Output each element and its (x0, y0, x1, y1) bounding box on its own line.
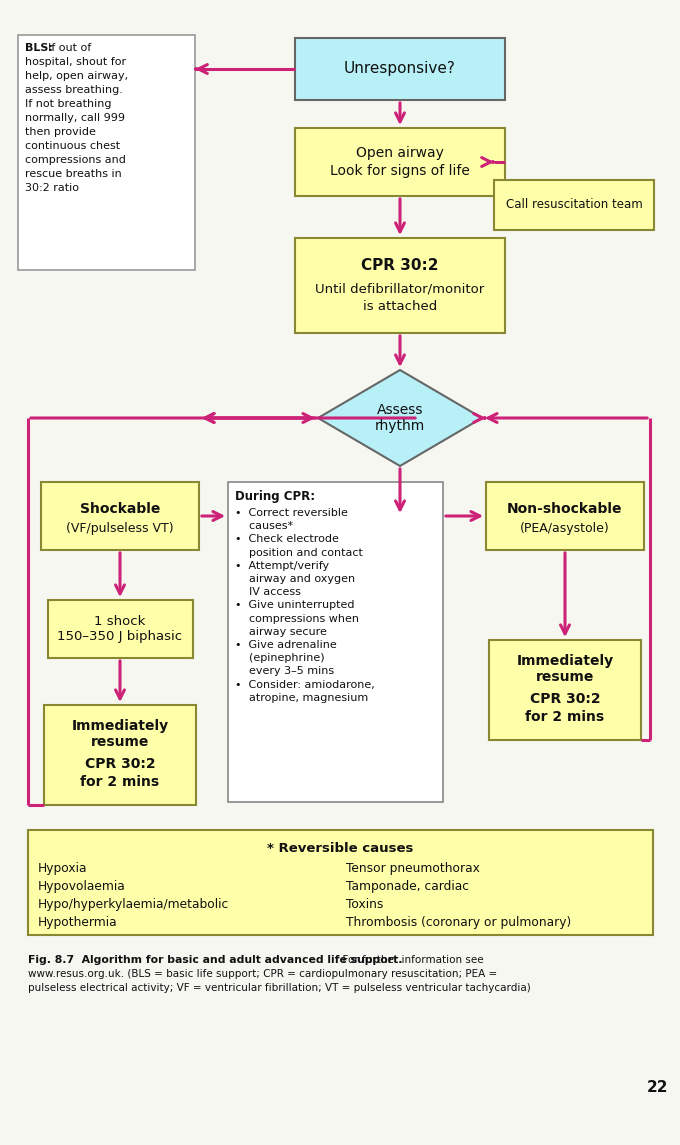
Text: Open airway: Open airway (356, 147, 444, 160)
Text: hospital, shout for: hospital, shout for (25, 57, 126, 68)
Polygon shape (318, 370, 482, 466)
Text: * Reversible causes: * Reversible causes (267, 842, 413, 855)
Text: If not breathing: If not breathing (25, 98, 112, 109)
Text: resume: resume (91, 735, 149, 749)
FancyBboxPatch shape (28, 830, 653, 935)
Text: assess breathing.: assess breathing. (25, 85, 123, 95)
Text: Until defibrillator/monitor: Until defibrillator/monitor (316, 282, 485, 295)
FancyBboxPatch shape (489, 640, 641, 740)
Text: If out of: If out of (48, 44, 91, 53)
Text: (VF/pulseless VT): (VF/pulseless VT) (66, 522, 174, 535)
FancyBboxPatch shape (228, 482, 443, 802)
Text: Shockable: Shockable (80, 502, 160, 516)
Text: Call resuscitation team: Call resuscitation team (506, 198, 643, 212)
Text: •  Correct reversible
    causes*
•  Check electrode
    position and contact
• : • Correct reversible causes* • Check ele… (235, 508, 375, 703)
FancyBboxPatch shape (18, 35, 195, 270)
Text: For further information see: For further information see (336, 955, 483, 965)
Text: BLS:: BLS: (25, 44, 53, 53)
Text: Fig. 8.7  Algorithm for basic and adult advanced life support.: Fig. 8.7 Algorithm for basic and adult a… (28, 955, 403, 965)
Text: rescue breaths in: rescue breaths in (25, 169, 122, 179)
Text: (PEA/asystole): (PEA/asystole) (520, 522, 610, 535)
Text: for 2 mins: for 2 mins (80, 775, 160, 789)
Text: Tensor pneumothorax
Tamponade, cardiac
Toxins
Thrombosis (coronary or pulmonary): Tensor pneumothorax Tamponade, cardiac T… (346, 862, 571, 929)
FancyBboxPatch shape (295, 128, 505, 196)
Text: normally, call 999: normally, call 999 (25, 113, 125, 123)
Text: for 2 mins: for 2 mins (526, 710, 605, 724)
Text: Look for signs of life: Look for signs of life (330, 164, 470, 177)
Text: then provide: then provide (25, 127, 96, 137)
Text: compressions and: compressions and (25, 155, 126, 165)
FancyBboxPatch shape (295, 238, 505, 333)
Text: Non-shockable: Non-shockable (507, 502, 623, 516)
FancyBboxPatch shape (41, 482, 199, 550)
Text: resume: resume (536, 670, 594, 684)
Text: Immediately: Immediately (71, 719, 169, 733)
Text: help, open airway,: help, open airway, (25, 71, 128, 81)
FancyBboxPatch shape (295, 38, 505, 100)
Text: During CPR:: During CPR: (235, 490, 315, 503)
Text: CPR 30:2: CPR 30:2 (361, 258, 439, 273)
Text: Immediately: Immediately (516, 654, 613, 668)
Text: CPR 30:2: CPR 30:2 (85, 757, 155, 771)
FancyBboxPatch shape (44, 705, 196, 805)
Text: continuous chest: continuous chest (25, 141, 120, 151)
Text: 30:2 ratio: 30:2 ratio (25, 183, 79, 194)
Text: Hypoxia
Hypovolaemia
Hypo/hyperkylaemia/metabolic
Hypothermia: Hypoxia Hypovolaemia Hypo/hyperkylaemia/… (38, 862, 229, 929)
Text: Assess
rhythm: Assess rhythm (375, 403, 425, 433)
Text: 22: 22 (647, 1080, 668, 1095)
Text: www.resus.org.uk. (BLS = basic life support; CPR = cardiopulmonary resuscitation: www.resus.org.uk. (BLS = basic life supp… (28, 969, 497, 979)
Text: CPR 30:2: CPR 30:2 (530, 692, 600, 706)
FancyBboxPatch shape (48, 600, 193, 658)
FancyBboxPatch shape (486, 482, 644, 550)
Text: pulseless electrical activity; VF = ventricular fibrillation; VT = pulseless ven: pulseless electrical activity; VF = vent… (28, 984, 531, 993)
Text: is attached: is attached (363, 300, 437, 313)
FancyBboxPatch shape (494, 180, 654, 230)
Text: Unresponsive?: Unresponsive? (344, 62, 456, 77)
Text: 1 shock
150–350 J biphasic: 1 shock 150–350 J biphasic (57, 615, 182, 643)
